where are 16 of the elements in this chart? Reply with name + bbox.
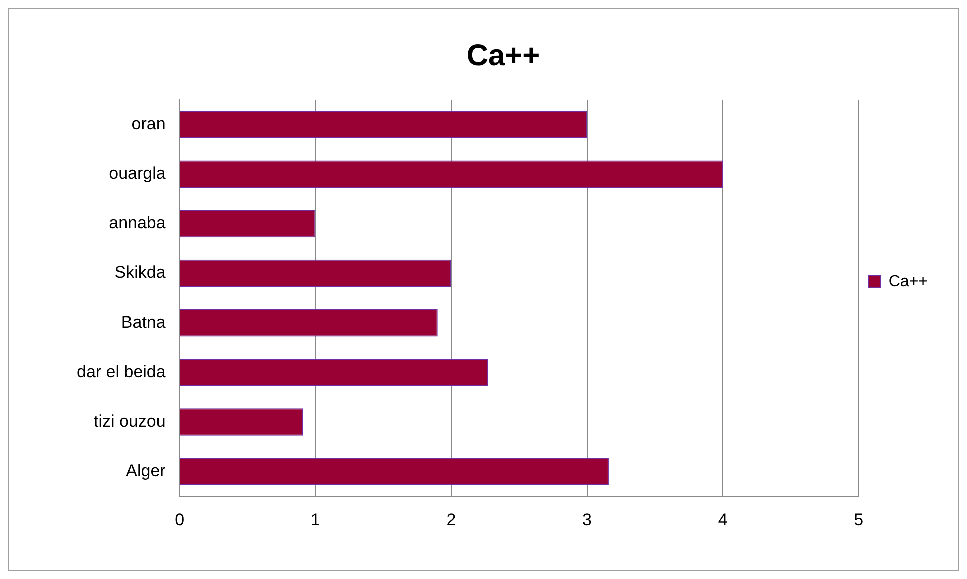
chart-title: Ca++ [466, 39, 540, 72]
x-tick-label: 0 [175, 510, 185, 530]
y-tick-label: dar el beida [77, 362, 166, 382]
x-tick-label: 3 [582, 510, 592, 530]
y-tick-label: ouargla [109, 164, 166, 184]
y-tick-label: Batna [121, 312, 166, 332]
y-tick-label: tizi ouzou [94, 412, 166, 431]
y-tick-label: Skikda [114, 263, 166, 282]
x-tick-label: 2 [446, 510, 456, 530]
x-tick-label: 4 [718, 510, 728, 530]
x-tick-label: 1 [310, 510, 320, 530]
legend-label: Ca++ [888, 273, 928, 290]
y-tick-label: annaba [109, 214, 166, 233]
x-tick-label: 5 [854, 510, 864, 530]
y-tick-label: Alger [126, 462, 166, 480]
y-tick-label: oran [132, 114, 166, 134]
